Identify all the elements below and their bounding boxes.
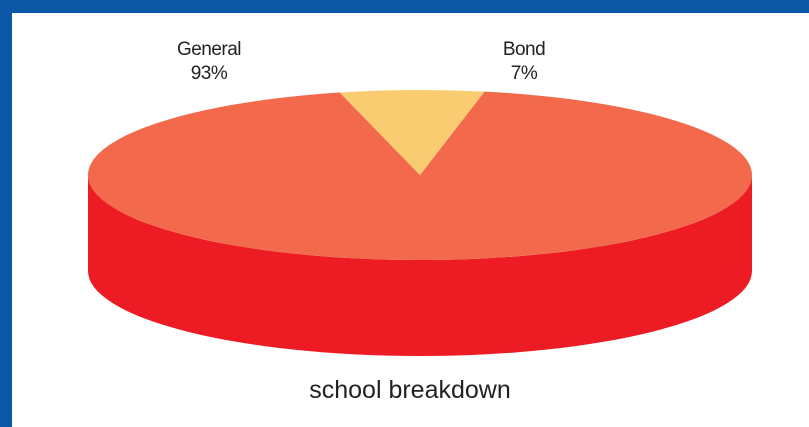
slice-percent-general: 93% — [190, 63, 228, 84]
chart-title: school breakdown — [309, 376, 511, 404]
slice-label-bond: Bond 7% — [454, 38, 594, 86]
slice-name-general: General — [176, 39, 242, 60]
pie-slice-general — [87, 91, 752, 261]
slice-label-general: General 93% — [139, 38, 279, 86]
slice-percent-bond: 7% — [510, 63, 538, 84]
pie-side-general — [88, 175, 752, 356]
slice-name-bond: Bond — [502, 39, 546, 60]
pie-slice-bond — [339, 90, 485, 175]
